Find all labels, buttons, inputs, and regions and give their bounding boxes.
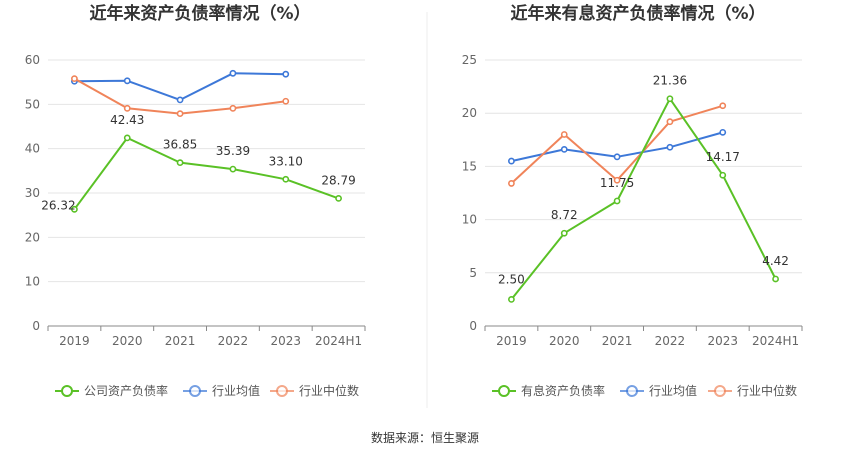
data-point-blue <box>666 143 674 151</box>
data-point-blue <box>123 77 131 85</box>
legend-label: 有息资产负债率 <box>521 383 605 398</box>
y-tick-label: 30 <box>25 186 40 200</box>
x-tick-label: 2022 <box>655 334 686 348</box>
x-tick-label: 2024H1 <box>752 334 799 348</box>
legend-marker <box>498 385 510 397</box>
y-tick-label: 60 <box>25 53 40 67</box>
data-point-orange <box>229 104 237 112</box>
data-point-orange <box>666 118 674 126</box>
data-point-blue <box>613 153 621 161</box>
legend-item[interactable]: 行业均值 <box>620 383 697 398</box>
data-label: 21.36 <box>653 74 687 88</box>
data-label: 2.50 <box>498 272 525 286</box>
data-point-blue <box>560 145 568 153</box>
x-tick-label: 2023 <box>707 334 738 348</box>
legend-marker <box>626 385 638 397</box>
data-point-green <box>176 159 184 167</box>
series-line-green <box>510 97 777 301</box>
legend-item[interactable]: 有息资产负债率 <box>492 383 605 398</box>
y-tick-label: 40 <box>25 142 40 156</box>
data-point-green <box>335 194 342 202</box>
left-chart: 近年来资产负债率情况（%） 0 10 20 30 40 50 60 2019 2020 2021 20… <box>25 3 366 398</box>
data-point-orange <box>508 180 515 187</box>
legend-label: 行业中位数 <box>737 383 797 398</box>
data-point-blue <box>508 157 515 165</box>
legend-item[interactable]: 公司资产负债率 <box>55 383 168 398</box>
legend-label: 行业均值 <box>212 383 260 398</box>
x-tick-label: 2022 <box>218 334 249 348</box>
y-tick-label: 20 <box>25 230 40 244</box>
x-tick-label: 2020 <box>549 334 580 348</box>
legend-label: 行业均值 <box>649 383 697 398</box>
y-tick-label: 20 <box>462 106 477 120</box>
data-point-orange <box>282 97 290 105</box>
data-label: 4.42 <box>762 254 789 268</box>
y-tick-label: 0 <box>469 319 477 333</box>
data-point-green <box>508 295 515 303</box>
legend-label: 行业中位数 <box>299 383 359 398</box>
data-point-orange <box>560 131 568 138</box>
data-label: 11.75 <box>600 176 634 190</box>
data-label: 28.79 <box>321 173 355 187</box>
data-label: 35.39 <box>216 144 250 158</box>
data-label: 26.32 <box>41 198 75 212</box>
x-tick-label: 2021 <box>165 334 196 348</box>
data-point-green <box>282 175 290 183</box>
x-tick-label: 2021 <box>602 334 633 348</box>
legend-marker <box>61 385 73 397</box>
x-tick-label: 2024H1 <box>315 334 362 348</box>
y-tick-label: 5 <box>469 266 477 280</box>
y-tick-label: 50 <box>25 97 40 111</box>
data-point-orange <box>719 102 727 110</box>
legend-marker <box>276 385 288 397</box>
x-tick-label: 2020 <box>112 334 143 348</box>
legend-marker <box>714 385 726 397</box>
data-label: 36.85 <box>163 138 197 152</box>
data-point-green <box>613 197 621 205</box>
legend-item[interactable]: 行业均值 <box>183 383 260 398</box>
right-chart: 近年来有息资产负债率情况（%） 0 5 10 15 20 25 2019 2020 2021 202… <box>462 3 803 398</box>
data-point-orange <box>613 176 621 184</box>
data-point-orange <box>123 104 131 112</box>
x-tick-label: 2019 <box>59 334 90 348</box>
data-point-blue <box>176 96 184 104</box>
legend-item[interactable]: 行业中位数 <box>270 383 359 398</box>
y-tick-label: 15 <box>462 159 477 173</box>
x-tick-label: 2019 <box>496 334 527 348</box>
y-tick-label: 25 <box>462 53 477 67</box>
data-point-blue <box>282 70 290 78</box>
chart-title: 近年来有息资产负债率情况（%） <box>510 3 765 24</box>
data-label: 14.17 <box>706 150 740 164</box>
data-label: 42.43 <box>110 113 144 127</box>
data-point-blue <box>229 69 237 77</box>
data-point-green <box>772 275 779 283</box>
legend-marker <box>189 385 201 397</box>
data-point-green <box>71 205 78 213</box>
data-label: 33.10 <box>269 154 303 168</box>
y-tick-label: 10 <box>25 275 40 289</box>
data-point-orange <box>176 110 184 118</box>
x-tick-label: 2023 <box>270 334 301 348</box>
data-label: 8.72 <box>551 208 578 222</box>
y-tick-label: 10 <box>462 213 477 227</box>
series-line-green <box>73 136 339 210</box>
series-line-orange <box>73 77 286 115</box>
legend-label: 公司资产负债率 <box>84 383 168 398</box>
y-tick-label: 0 <box>32 319 40 333</box>
data-point-blue <box>719 128 727 136</box>
data-point-green <box>123 134 131 142</box>
data-point-green <box>666 95 674 103</box>
data-source: 数据来源：恒生聚源 <box>371 430 479 445</box>
series-line-orange <box>510 104 724 185</box>
data-point-green <box>229 165 237 173</box>
data-point-green <box>719 171 727 179</box>
data-point-orange <box>71 75 78 83</box>
legend-item[interactable]: 行业中位数 <box>708 383 797 398</box>
data-point-green <box>560 229 568 237</box>
chart-title: 近年来资产负债率情况（%） <box>89 3 310 24</box>
